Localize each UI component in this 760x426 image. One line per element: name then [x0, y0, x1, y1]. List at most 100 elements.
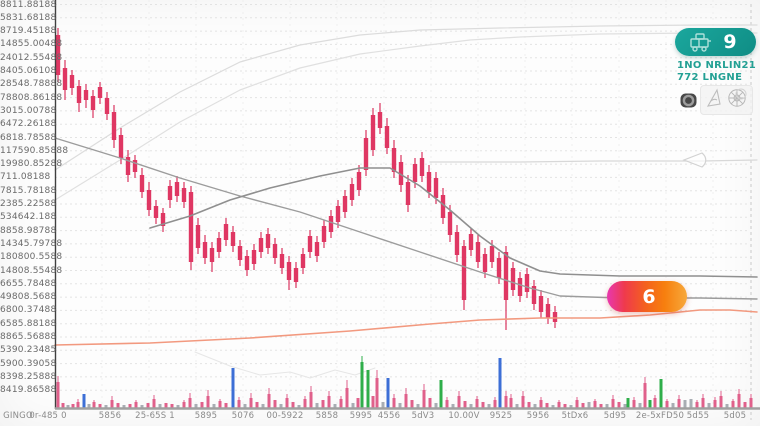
volume-bar: [146, 403, 150, 408]
volume-bar: [386, 378, 390, 408]
candle: [69, 75, 75, 88]
price-label: 6800.37488: [0, 305, 57, 316]
candle: [118, 135, 124, 158]
price-label: 6655.78488: [0, 278, 57, 289]
ma-light-upper: [54, 24, 758, 171]
candle: [62, 68, 68, 90]
price-label: 5900.39058: [0, 358, 57, 369]
volume-bar: [498, 358, 502, 408]
price-label: 6585.88188: [0, 318, 57, 329]
candle: [293, 268, 299, 282]
volume-bar: [671, 403, 675, 408]
volume-bar: [345, 388, 349, 408]
price-label: 2385.22588: [0, 199, 57, 209]
volume-bar: [707, 403, 711, 408]
volume-bar: [648, 400, 652, 408]
volume-bar: [737, 394, 741, 408]
volume-bar: [725, 404, 729, 408]
volume-bar: [291, 402, 295, 408]
candle: [384, 126, 390, 148]
volume-bar: [445, 400, 449, 408]
candle: [391, 148, 397, 172]
ma-long: [54, 137, 758, 300]
volume-bar: [527, 402, 531, 408]
price-label: 117590.85888: [0, 145, 69, 156]
candle: [272, 244, 278, 258]
volume-bar: [428, 398, 432, 408]
volume-bar: [593, 401, 597, 408]
candle: [181, 188, 187, 202]
price-label: 8405.06108: [0, 66, 57, 76]
candle: [440, 195, 446, 218]
ma-flat-right: [429, 159, 758, 163]
volume-bar: [98, 404, 102, 408]
candle: [405, 182, 411, 205]
volume-bar: [481, 402, 485, 408]
volume-bar: [533, 404, 537, 408]
candle: [216, 238, 222, 252]
sketch-tools: [700, 85, 753, 115]
candle: [370, 115, 376, 150]
candle: [307, 236, 313, 252]
candle: [76, 86, 82, 103]
notification-badge[interactable]: 9: [675, 28, 756, 56]
volume-bar: [422, 390, 426, 408]
volume-bar: [206, 396, 210, 408]
volume-bar: [713, 400, 717, 408]
price-label: 6472.26188: [0, 119, 57, 130]
camera-icon[interactable]: [680, 92, 697, 109]
volume-bar: [255, 402, 259, 408]
volume-bar: [297, 405, 301, 408]
candle: [279, 254, 285, 268]
candle: [321, 226, 327, 242]
candle: [496, 258, 502, 278]
volume-bar: [134, 402, 138, 408]
candle: [125, 157, 131, 175]
candle: [167, 186, 173, 200]
volume-bar: [457, 396, 461, 408]
volume-bar: [551, 405, 555, 408]
candle: [146, 190, 152, 210]
candle: [461, 246, 467, 300]
ma-mid: [149, 167, 758, 278]
volume-bar: [315, 403, 319, 408]
candle: [356, 172, 362, 190]
candle: [202, 242, 208, 258]
volume-bar: [392, 398, 396, 408]
signal-badge[interactable]: 6: [607, 281, 687, 312]
candle: [265, 234, 271, 248]
candle: [209, 248, 215, 262]
time-label: 5995: [349, 411, 373, 421]
volume-bar: [504, 396, 508, 408]
candle: [503, 252, 509, 300]
volume-bar: [563, 404, 567, 408]
volume-bar: [410, 400, 414, 408]
candle: [195, 225, 201, 248]
volume-bar: [158, 404, 162, 408]
volume-bar: [366, 370, 370, 408]
candle: [545, 304, 551, 318]
candle: [188, 192, 194, 262]
volume-bar: [231, 368, 235, 408]
price-label: 711.08188: [0, 172, 51, 183]
volume-bar: [371, 396, 375, 408]
volume-bar: [451, 404, 455, 408]
chart-toolbar: [680, 85, 753, 115]
volume-bar: [749, 398, 753, 408]
volume-bar: [539, 400, 543, 408]
price-label: 5831.68188: [0, 12, 57, 23]
protractor-icon[interactable]: [704, 87, 724, 113]
price-label: 14855.00488: [0, 39, 63, 50]
volume-bar: [87, 404, 91, 408]
volume-bar: [122, 405, 126, 408]
volume-bar: [164, 403, 168, 408]
price-label: 8858.98788: [0, 225, 57, 236]
machine-cart-icon: [688, 32, 714, 52]
volume-bar: [643, 383, 647, 408]
ship-wheel-icon[interactable]: [725, 87, 749, 113]
volume-bar: [617, 402, 621, 408]
volume-bar: [463, 401, 467, 408]
signal-badge-count: 6: [642, 285, 656, 308]
volume-bar: [416, 404, 420, 408]
